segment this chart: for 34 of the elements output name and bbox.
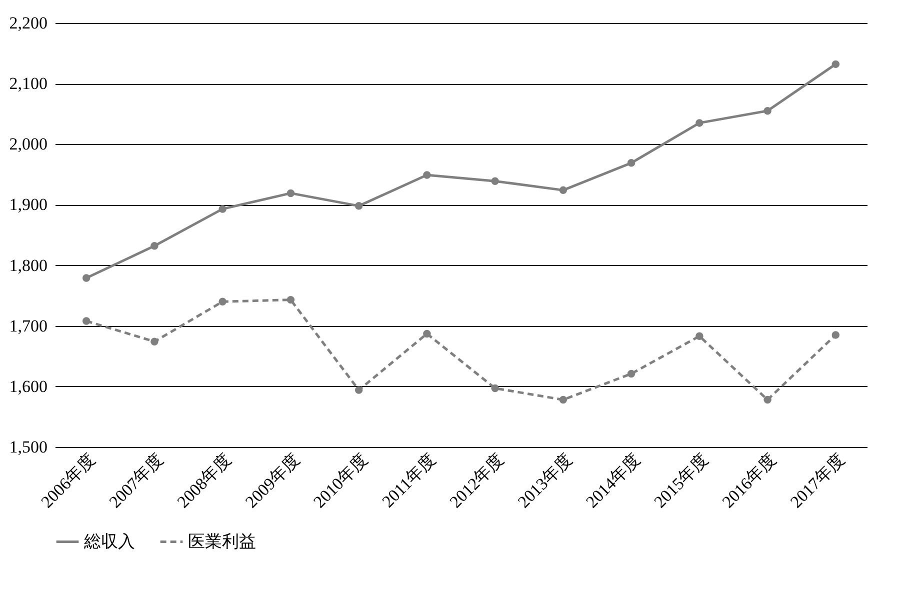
point (82, 274, 90, 282)
point (491, 384, 499, 392)
point (627, 159, 636, 167)
y-tick-label: 1,700 (9, 316, 48, 336)
y-tick-label: 2,100 (9, 74, 48, 94)
point (764, 396, 772, 404)
point (559, 396, 568, 404)
point (150, 242, 158, 250)
y-tick-label: 1,500 (9, 438, 48, 456)
point (423, 171, 431, 179)
point (764, 106, 772, 115)
point (354, 386, 363, 394)
y-tick-label: 1,900 (9, 195, 48, 214)
point (832, 331, 840, 339)
point (423, 330, 431, 338)
point (286, 296, 295, 304)
legend-label: 総収入 (83, 532, 135, 551)
point (218, 205, 226, 213)
point (559, 186, 568, 194)
point (627, 370, 636, 378)
point (354, 202, 363, 210)
point (218, 298, 226, 306)
y-tick-label: 2,200 (9, 14, 48, 32)
point (491, 177, 499, 185)
y-tick-label: 2,000 (9, 134, 48, 154)
point (696, 332, 704, 340)
y-tick-label: 1,800 (9, 256, 48, 275)
legend-label: 医業利益 (188, 532, 256, 551)
point (82, 317, 90, 325)
point (696, 119, 704, 127)
point (150, 338, 158, 346)
point (286, 189, 295, 198)
point (832, 60, 840, 68)
y-tick-label: 1,600 (9, 376, 48, 396)
